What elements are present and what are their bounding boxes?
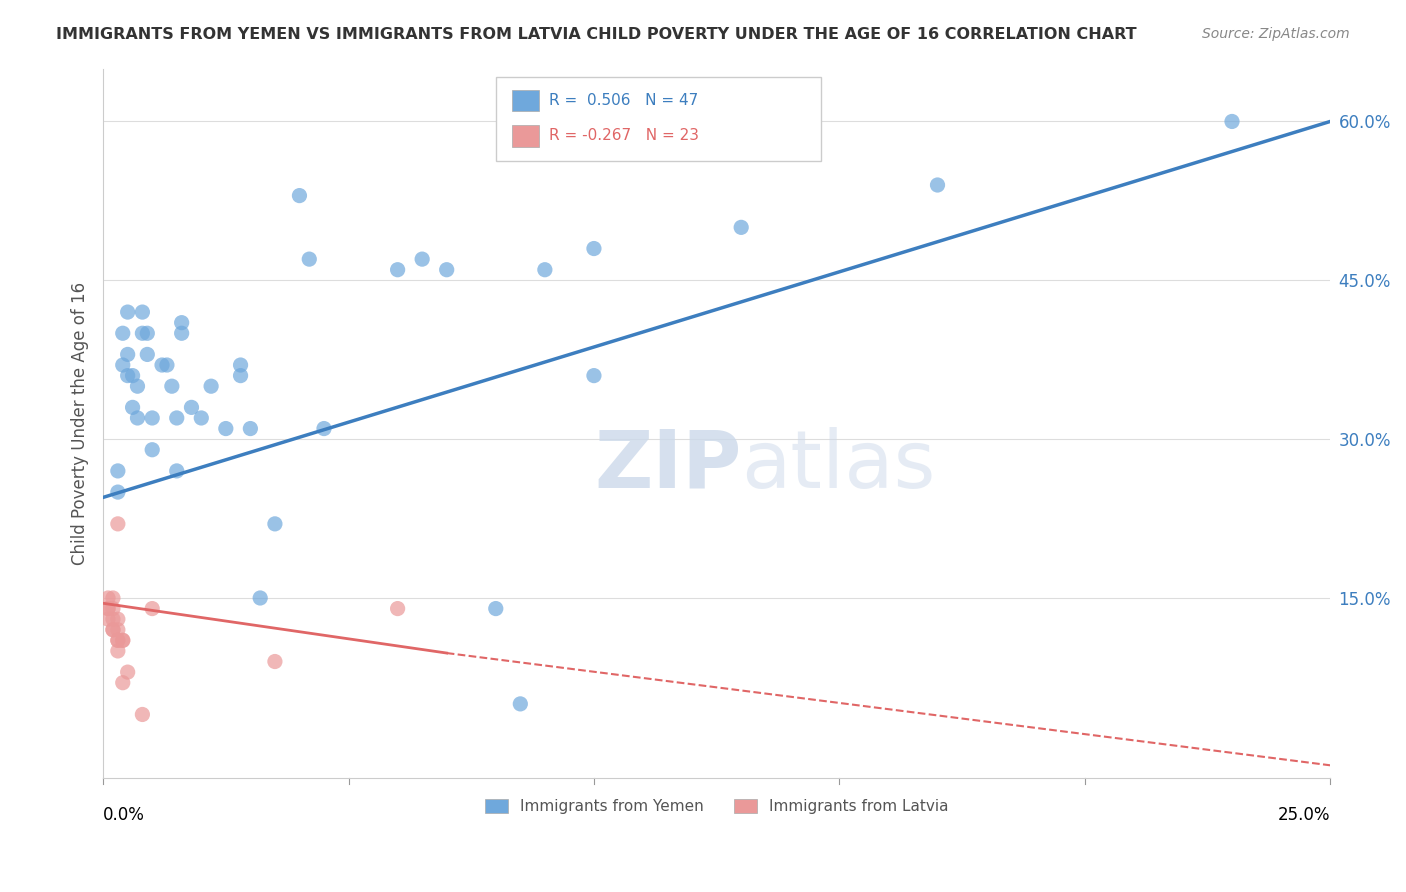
Point (215, 421, 238, 435)
Point (249, 591, 271, 605)
Point (141, 442, 163, 457)
Point (97, 601, 120, 615)
Point (111, 633, 134, 648)
Point (117, 665, 139, 679)
Point (107, 644, 129, 658)
Point (387, 262, 409, 277)
Point (131, 326, 153, 341)
Point (170, 326, 193, 341)
Y-axis label: Child Poverty Under the Age of 16: Child Poverty Under the Age of 16 (72, 282, 89, 565)
Point (107, 633, 129, 648)
Point (156, 358, 179, 372)
Point (131, 305, 153, 319)
Point (436, 262, 458, 277)
Text: Source: ZipAtlas.com: Source: ZipAtlas.com (1202, 27, 1350, 41)
Point (730, 220, 752, 235)
Point (288, 188, 311, 202)
Point (127, 411, 149, 425)
Point (200, 379, 222, 393)
Point (101, 612, 124, 626)
Point (107, 516, 129, 531)
Point (101, 623, 124, 637)
Point (264, 655, 287, 669)
Point (97, 591, 120, 605)
Point (141, 601, 163, 615)
Point (150, 358, 173, 372)
Text: R = -0.267   N = 23: R = -0.267 N = 23 (548, 128, 699, 144)
Point (582, 368, 605, 383)
Point (107, 612, 129, 626)
Legend: Immigrants from Yemen, Immigrants from Latvia: Immigrants from Yemen, Immigrants from L… (478, 793, 955, 820)
Text: 25.0%: 25.0% (1278, 806, 1330, 824)
Point (107, 623, 129, 637)
Text: ZIP: ZIP (593, 427, 741, 505)
Point (107, 485, 129, 500)
Point (264, 516, 287, 531)
Point (117, 347, 139, 361)
Point (117, 368, 139, 383)
Point (141, 411, 163, 425)
Point (101, 591, 124, 605)
Point (180, 401, 202, 415)
Point (136, 326, 159, 341)
Point (312, 421, 335, 435)
Point (534, 262, 557, 277)
Point (97, 612, 120, 626)
Point (111, 358, 134, 372)
Point (101, 623, 124, 637)
FancyBboxPatch shape (512, 125, 538, 146)
Point (136, 347, 159, 361)
Point (111, 326, 134, 341)
Point (121, 401, 143, 415)
Point (1220, 114, 1243, 128)
Point (131, 707, 153, 722)
Point (229, 368, 252, 383)
Point (190, 411, 212, 425)
Point (229, 358, 252, 372)
Point (166, 411, 188, 425)
Point (97, 601, 120, 615)
Point (411, 252, 433, 267)
Text: 0.0%: 0.0% (103, 806, 145, 824)
Point (111, 675, 134, 690)
Point (117, 305, 139, 319)
Point (166, 464, 188, 478)
Point (485, 601, 508, 615)
Point (121, 368, 143, 383)
Point (107, 633, 129, 648)
Point (111, 633, 134, 648)
Text: atlas: atlas (741, 427, 935, 505)
Point (927, 178, 949, 192)
Point (170, 316, 193, 330)
Point (127, 379, 149, 393)
Point (239, 421, 262, 435)
Point (101, 601, 124, 615)
Point (509, 697, 531, 711)
Point (298, 252, 321, 267)
Point (387, 601, 409, 615)
Text: IMMIGRANTS FROM YEMEN VS IMMIGRANTS FROM LATVIA CHILD POVERTY UNDER THE AGE OF 1: IMMIGRANTS FROM YEMEN VS IMMIGRANTS FROM… (56, 27, 1137, 42)
FancyBboxPatch shape (512, 90, 538, 112)
Point (107, 464, 129, 478)
Text: R =  0.506   N = 47: R = 0.506 N = 47 (548, 93, 697, 108)
FancyBboxPatch shape (496, 77, 821, 161)
Point (582, 242, 605, 256)
Point (160, 379, 183, 393)
